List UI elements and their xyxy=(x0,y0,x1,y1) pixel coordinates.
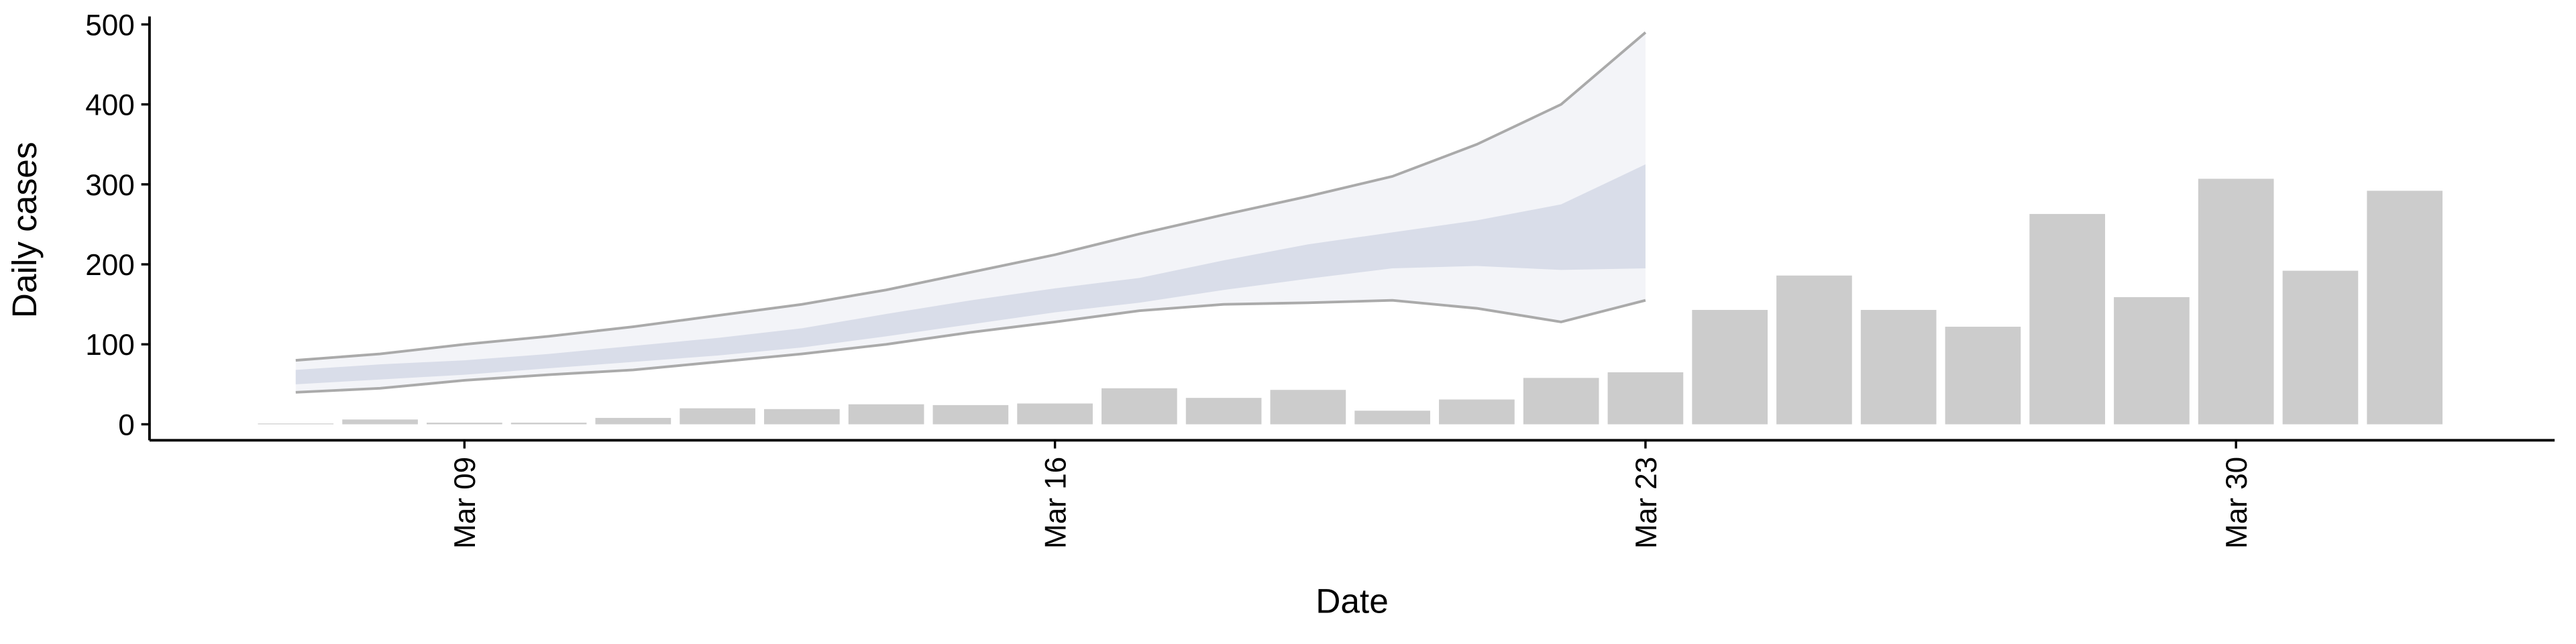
y-axis-label: Daily cases xyxy=(5,142,44,318)
bar xyxy=(2282,270,2359,425)
bar xyxy=(680,408,755,425)
bar xyxy=(1860,310,1937,425)
bar xyxy=(342,419,418,425)
bar xyxy=(1102,388,1177,425)
bar xyxy=(2029,213,2105,425)
bar xyxy=(1439,399,1515,425)
bar xyxy=(932,405,1009,425)
bar xyxy=(427,423,502,425)
bar xyxy=(1185,398,1262,425)
bar xyxy=(1523,378,1599,425)
x-tick-label: Mar 30 xyxy=(2220,457,2253,549)
y-tick-label: 100 xyxy=(85,329,135,362)
bar xyxy=(1270,390,1346,425)
ribbon-edge xyxy=(295,299,1646,394)
bar xyxy=(2114,297,2190,425)
bar xyxy=(595,417,672,425)
y-tick-label: 0 xyxy=(118,409,135,441)
x-axis-label: Date xyxy=(1316,581,1389,620)
y-tick-label: 200 xyxy=(85,249,135,282)
y-tick-label: 500 xyxy=(85,9,135,42)
bar xyxy=(2198,178,2274,425)
bar xyxy=(1945,327,2021,425)
bar xyxy=(2367,191,2443,425)
y-tick-label: 400 xyxy=(85,89,135,122)
bar xyxy=(1692,310,1768,425)
bar xyxy=(764,409,840,425)
bar xyxy=(1776,275,1852,425)
ribbon xyxy=(295,32,1646,392)
ribbon xyxy=(295,164,1646,384)
bar xyxy=(1354,411,1430,425)
ribbon-edge xyxy=(295,31,1647,362)
bar xyxy=(1607,372,1684,425)
bar xyxy=(1017,403,1093,425)
bar xyxy=(511,423,587,425)
x-tick-label: Mar 09 xyxy=(449,457,482,549)
x-tick-label: Mar 16 xyxy=(1040,457,1073,549)
bar xyxy=(258,423,334,425)
bar xyxy=(848,404,924,425)
y-tick-label: 300 xyxy=(85,169,135,202)
x-tick-label: Mar 23 xyxy=(1630,457,1663,549)
